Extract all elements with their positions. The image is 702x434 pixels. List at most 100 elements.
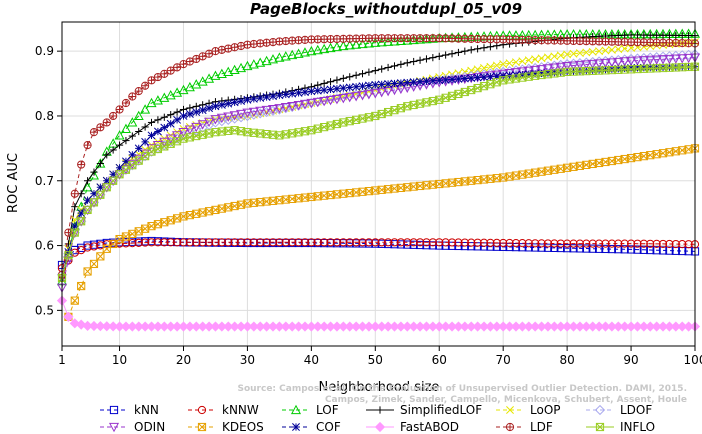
data-point <box>248 109 259 120</box>
data-point <box>377 109 386 119</box>
data-point <box>594 239 604 248</box>
data-point <box>556 51 565 60</box>
data-point <box>531 55 540 64</box>
data-point <box>216 116 227 127</box>
data-point <box>415 238 425 247</box>
data-point <box>204 73 215 83</box>
legend-item-knn: kNN <box>100 403 159 417</box>
data-point <box>96 190 105 199</box>
data-point <box>146 97 157 108</box>
data-point <box>607 239 616 248</box>
data-point <box>371 111 380 121</box>
data-point <box>408 34 419 45</box>
data-point <box>594 59 605 69</box>
data-point <box>351 92 362 102</box>
data-point <box>467 242 476 251</box>
data-point <box>236 238 246 247</box>
data-point <box>363 38 374 48</box>
data-point <box>383 238 393 247</box>
data-point <box>447 241 457 250</box>
data-point <box>114 130 125 140</box>
data-point <box>620 44 629 53</box>
data-point <box>198 238 207 247</box>
data-point <box>409 238 418 247</box>
data-point <box>555 62 566 73</box>
data-point <box>280 103 291 113</box>
data-point <box>363 90 374 100</box>
data-point <box>83 243 92 252</box>
data-point <box>421 33 432 44</box>
data-point <box>684 240 693 249</box>
legend-label: KDEOS <box>222 420 264 434</box>
data-point <box>621 31 629 39</box>
data-point <box>134 238 143 247</box>
data-point <box>645 55 656 66</box>
data-point <box>204 238 214 247</box>
data-point <box>428 76 437 85</box>
data-point <box>664 54 675 65</box>
data-point <box>166 66 175 75</box>
data-point <box>229 64 240 75</box>
data-point <box>293 48 304 58</box>
data-point <box>429 54 437 62</box>
data-point <box>115 105 124 114</box>
data-point <box>428 238 437 247</box>
data-point <box>364 238 374 247</box>
data-point <box>653 31 661 39</box>
data-point <box>267 104 279 115</box>
data-point <box>229 113 240 124</box>
data-point <box>262 93 271 101</box>
data-point <box>165 134 176 144</box>
y-axis-title: ROC AUC <box>6 153 21 213</box>
legend: kNN kNNW LOF SimplifiedLOF LoOP LDOF ODIN KDEOS… <box>100 403 655 434</box>
data-point <box>178 128 189 138</box>
data-point <box>224 238 233 247</box>
data-point <box>128 132 136 140</box>
watermark-line-1: Source: Campos et al. On the Evaluation … <box>237 384 687 394</box>
data-point <box>217 100 226 109</box>
data-point <box>371 238 380 247</box>
data-point <box>582 239 591 248</box>
data-point <box>306 45 317 56</box>
data-point <box>173 108 181 116</box>
y-tick-label: 0.7 <box>35 174 54 188</box>
data-point <box>90 168 98 176</box>
data-point <box>332 84 341 93</box>
data-point <box>82 181 93 192</box>
data-point <box>403 59 411 67</box>
data-point <box>499 238 508 248</box>
data-point <box>128 92 137 101</box>
data-point <box>467 74 476 83</box>
data-point <box>517 67 528 77</box>
data-point <box>109 111 118 121</box>
data-point <box>159 137 170 148</box>
data-point <box>211 47 220 56</box>
legend-item-loop: LoOP <box>496 403 561 417</box>
data-point <box>211 102 220 111</box>
data-point <box>569 244 578 253</box>
data-point <box>358 238 367 247</box>
data-point <box>646 31 654 39</box>
data-point <box>325 42 336 53</box>
data-point <box>249 238 258 247</box>
data-point <box>216 113 227 124</box>
data-point <box>575 239 585 248</box>
data-point <box>474 45 482 53</box>
y-tick-label: 0.9 <box>35 44 54 58</box>
data-point <box>294 88 303 97</box>
data-point <box>639 42 648 51</box>
data-point <box>632 56 643 66</box>
data-point <box>371 80 380 89</box>
series-line-kdeos <box>67 147 696 317</box>
data-point <box>357 91 368 101</box>
data-point <box>613 57 624 68</box>
data-point <box>607 45 616 54</box>
data-point <box>331 41 342 52</box>
data-point <box>537 239 546 248</box>
data-point <box>397 60 405 68</box>
legend-item-kdeos: KDEOS <box>188 420 264 434</box>
data-point <box>454 238 463 247</box>
data-point <box>652 239 661 248</box>
data-point <box>269 92 277 101</box>
data-point <box>217 45 226 54</box>
